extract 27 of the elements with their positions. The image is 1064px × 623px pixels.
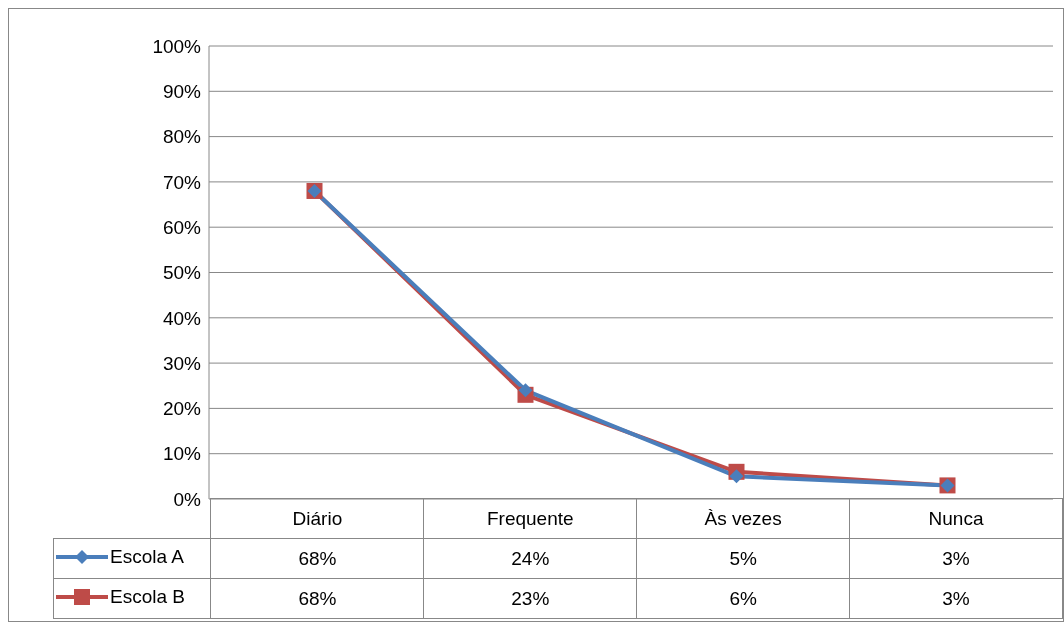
y-tick-label: 50% — [162, 262, 202, 284]
y-tick-label: 90% — [162, 81, 202, 103]
y-tick-label: 40% — [162, 307, 202, 329]
data-label: 68% — [210, 578, 424, 619]
data-label: 3% — [849, 578, 1063, 619]
x-tick-label: Nunca — [849, 498, 1063, 539]
legend-label: Escola B — [110, 585, 185, 608]
x-tick-label: Às vezes — [636, 498, 850, 539]
y-tick-label: 100% — [152, 35, 202, 57]
point — [518, 383, 533, 398]
data-label: 5% — [636, 538, 850, 579]
y-tick-label: 70% — [162, 171, 202, 193]
data-label: 68% — [210, 538, 424, 579]
y-tick-label: 80% — [162, 126, 202, 148]
legend-label: Escola A — [110, 545, 184, 568]
y-tick-label: 60% — [162, 216, 202, 238]
data-label: 23% — [423, 578, 637, 619]
x-tick-label: Frequente — [423, 498, 637, 539]
data-label: 3% — [849, 538, 1063, 579]
data-label: 6% — [636, 578, 850, 619]
y-tick-label: 10% — [162, 443, 202, 465]
x-tick-label: Diário — [210, 498, 424, 539]
point — [729, 469, 744, 484]
y-tick-label: 0% — [173, 488, 202, 510]
data-label: 24% — [423, 538, 637, 579]
y-tick-label: 20% — [162, 398, 202, 420]
y-tick-label: 30% — [162, 352, 202, 374]
